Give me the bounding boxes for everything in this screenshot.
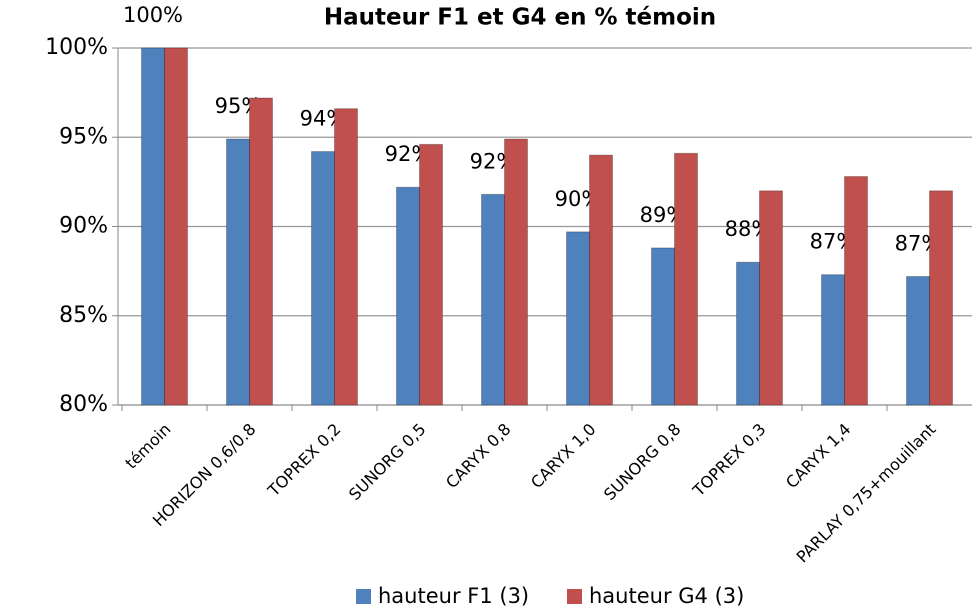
x-tick-label: PARLAY 0,75+mouillant — [793, 420, 940, 567]
y-tick-label: 90% — [59, 214, 108, 239]
x-tick-label: TOPREX 0,2 — [263, 420, 344, 501]
bar — [589, 154, 613, 406]
bar — [164, 47, 188, 406]
x-tick-label: CARYX 1,4 — [782, 420, 854, 492]
bar — [249, 97, 273, 406]
chart-title: Hauteur F1 et G4 en % témoin — [324, 5, 716, 31]
bar — [504, 138, 528, 406]
bar — [844, 176, 868, 406]
x-tick-label: témoin — [121, 420, 174, 473]
x-tick-label: SUNORG 0,8 — [600, 420, 684, 504]
bar — [226, 138, 250, 406]
bar — [736, 261, 760, 406]
bar — [396, 186, 420, 406]
legend-swatch — [356, 589, 371, 604]
legend-label: hauteur G4 (3) — [589, 584, 744, 608]
bar — [334, 108, 358, 406]
bar — [141, 47, 165, 406]
x-tick-label: SUNORG 0,5 — [345, 420, 429, 504]
y-tick-label: 85% — [59, 303, 108, 328]
bar — [906, 275, 930, 406]
bar — [674, 152, 698, 406]
x-tick-label: CARYX 0,8 — [442, 420, 514, 492]
bar — [419, 143, 443, 406]
bar — [929, 190, 953, 406]
y-tick-label: 100% — [45, 35, 108, 60]
bar — [311, 151, 335, 406]
y-tick-label: 95% — [59, 124, 108, 149]
value-label: 100% — [123, 3, 183, 27]
bar — [759, 190, 783, 406]
legend-swatch — [567, 589, 582, 604]
legend-label: hauteur F1 (3) — [378, 584, 529, 608]
bar — [481, 193, 505, 406]
bar — [821, 274, 845, 406]
y-tick-label: 80% — [59, 392, 108, 417]
bar — [651, 247, 675, 406]
x-tick-label: TOPREX 0,3 — [688, 420, 769, 501]
x-tick-label: CARYX 1,0 — [527, 420, 599, 492]
bar — [566, 231, 590, 406]
